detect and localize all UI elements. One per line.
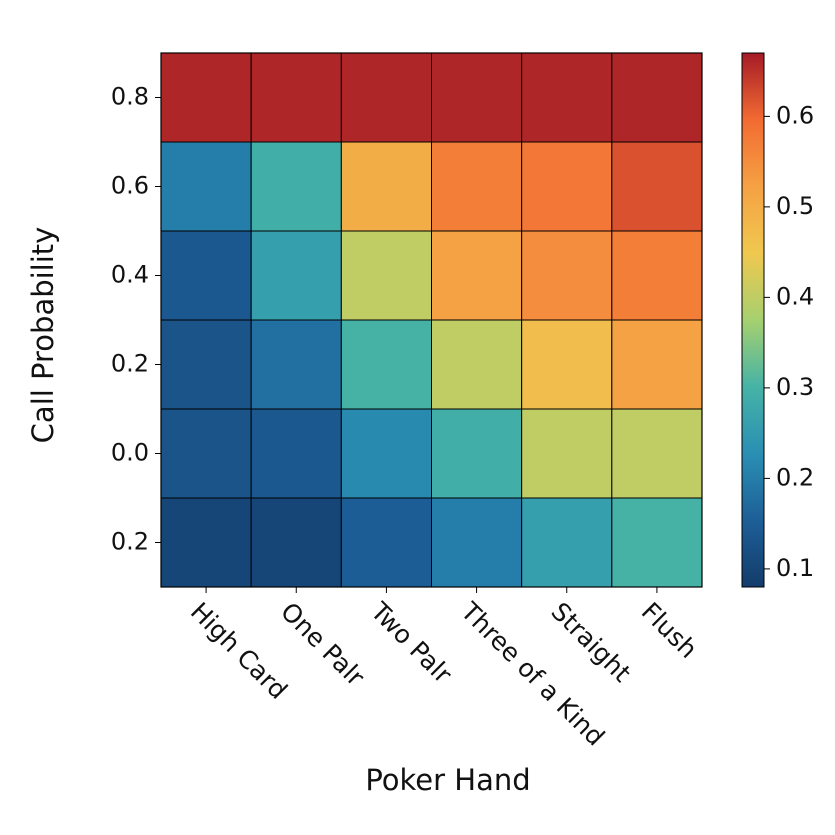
y-tick-label: 0.8 — [111, 83, 149, 111]
heatmap-cell — [250, 230, 342, 321]
heatmap-cell — [431, 497, 523, 588]
heatmap-cell — [431, 52, 523, 143]
heatmap-cell — [160, 230, 252, 321]
heatmap-cell — [521, 408, 613, 499]
heatmap-cell — [521, 52, 613, 143]
y-tick-label: 0.2 — [111, 528, 149, 556]
heatmap-cell — [250, 52, 342, 143]
y-tick-label: 0.2 — [111, 350, 149, 378]
y-tick-label: 0.6 — [111, 172, 149, 200]
heatmap-cell — [521, 141, 613, 232]
heatmap-cell — [340, 319, 433, 410]
y-tick-label: 0.0 — [111, 439, 149, 467]
colorbar — [741, 52, 765, 588]
heatmap-cell — [431, 230, 523, 321]
x-tick-label: Straight — [546, 597, 637, 688]
heatmap-cell — [611, 230, 703, 321]
heatmap-cell — [160, 319, 252, 410]
heatmap-cell — [250, 319, 342, 410]
heatmap-cell — [431, 141, 523, 232]
heatmap-cell — [340, 141, 433, 232]
heatmap-cell — [611, 319, 703, 410]
heatmap-cell — [521, 319, 613, 410]
heatmap-cell — [521, 230, 613, 321]
x-axis-title: Poker Hand — [365, 763, 530, 797]
heatmap-cell — [250, 408, 342, 499]
heatmap-cell — [160, 52, 252, 143]
colorbar-tick-label: 0.1 — [776, 554, 814, 582]
heatmap-cell — [611, 497, 703, 588]
heatmap-cell — [250, 497, 342, 588]
heatmap-cell — [431, 319, 523, 410]
x-tick-label: One Palr — [275, 597, 371, 693]
x-tick-label: Flush — [636, 597, 703, 664]
heatmap-cell — [340, 497, 433, 588]
colorbar-tick-label: 0.4 — [776, 282, 814, 310]
heatmap-cell — [431, 408, 523, 499]
y-axis-title: Call Probability — [26, 227, 60, 444]
heatmap-cell — [160, 408, 252, 499]
colorbar-tick-label: 0.5 — [776, 192, 814, 220]
colorbar-tick-label: 0.2 — [776, 463, 814, 491]
x-tick-label: High Card — [185, 597, 293, 705]
colorbar-tick-label: 0.3 — [776, 373, 814, 401]
heatmap-cell — [160, 141, 252, 232]
heatmap-cell — [250, 141, 342, 232]
heatmap-cell — [340, 52, 433, 143]
heatmap-cell — [521, 497, 613, 588]
plot-frame — [160, 52, 703, 588]
heatmap-cell — [611, 52, 703, 143]
heatmap-cell — [340, 408, 433, 499]
colorbar-tick-label: 0.6 — [776, 101, 814, 129]
x-tick-label: Two Palr — [365, 596, 458, 689]
y-tick-label: 0.4 — [111, 261, 149, 289]
heatmap-cell — [611, 408, 703, 499]
heatmap-cell — [160, 497, 252, 588]
heatmap-cell — [611, 141, 703, 232]
heatmap-cell — [340, 230, 433, 321]
